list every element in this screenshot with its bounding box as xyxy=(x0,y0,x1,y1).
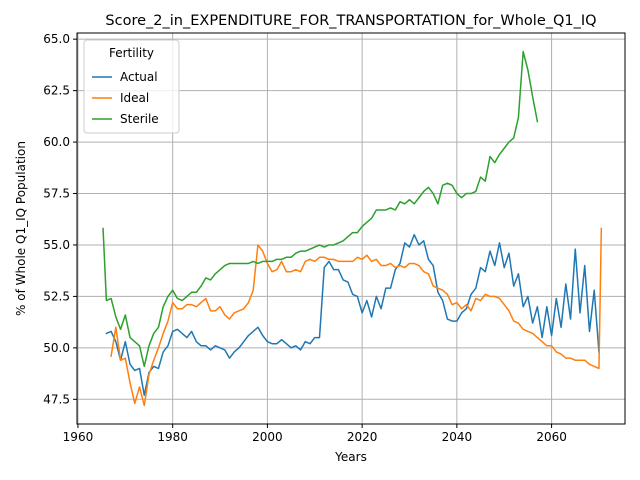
series-line-ideal xyxy=(110,227,603,407)
x-axis-label: Years xyxy=(334,450,367,464)
legend-entry-sterile: Sterile xyxy=(120,112,159,126)
y-tick-label: 47.5 xyxy=(43,392,70,406)
series-line-actual xyxy=(105,233,600,396)
y-tick-label: 57.5 xyxy=(43,187,70,201)
legend: Fertility Actual Ideal Sterile xyxy=(83,39,180,134)
legend-box xyxy=(83,39,180,134)
plot-frame xyxy=(76,32,626,425)
x-axis-ticks: 1960 1980 2000 2020 2040 2060 xyxy=(63,424,567,444)
series-layer xyxy=(102,50,603,407)
y-tick-label: 50.0 xyxy=(43,341,70,355)
y-tick-label: 62.5 xyxy=(43,84,70,98)
series-line-sterile xyxy=(102,50,539,368)
x-tick-label: 2040 xyxy=(442,430,473,444)
y-tick-label: 65.0 xyxy=(43,32,70,46)
y-tick-label: 55.0 xyxy=(43,238,70,252)
legend-entry-ideal: Ideal xyxy=(120,91,149,105)
x-tick-label: 2000 xyxy=(252,430,283,444)
x-tick-label: 1980 xyxy=(157,430,188,444)
legend-title: Fertility xyxy=(109,46,154,60)
y-tick-label: 52.5 xyxy=(43,289,70,303)
chart-title: Score_2_in_EXPENDITURE_FOR_TRANSPORTATIO… xyxy=(105,13,596,29)
x-tick-label: 2020 xyxy=(347,430,378,444)
y-tick-label: 60.0 xyxy=(43,135,70,149)
legend-entry-actual: Actual xyxy=(120,70,158,84)
y-axis-ticks: 47.5 50.0 52.5 55.0 57.5 60.0 62.5 65.0 xyxy=(43,32,77,406)
x-tick-label: 1960 xyxy=(63,430,94,444)
x-tick-label: 2060 xyxy=(536,430,567,444)
y-axis-label: % of Whole Q1_IQ Population xyxy=(14,141,28,316)
